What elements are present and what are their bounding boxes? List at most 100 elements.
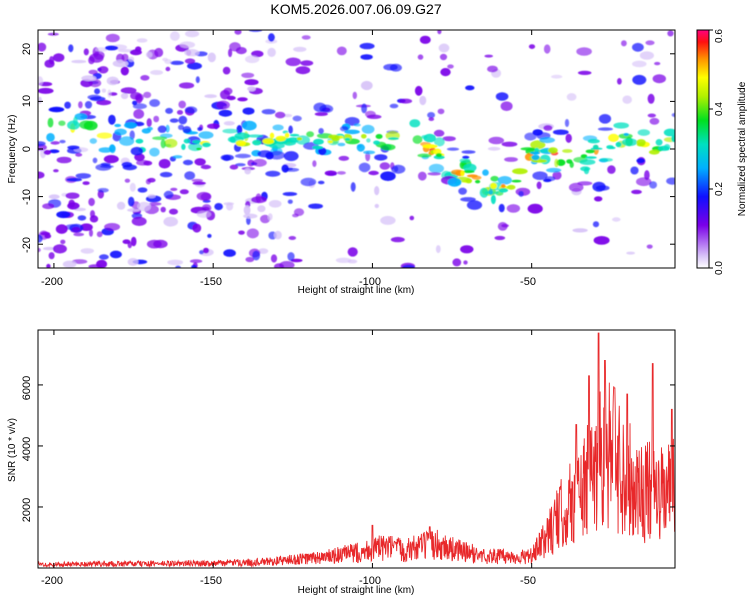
spectrogram-blob: [340, 126, 349, 132]
spectrogram-blob: [229, 164, 239, 170]
spectrogram-blob: [319, 104, 334, 114]
spectrogram-blob: [67, 145, 80, 150]
spectrogram-blob: [595, 185, 610, 191]
spectrogram-blob: [234, 30, 242, 35]
spectrogram-blob: [62, 260, 77, 268]
spectrogram-peak: [490, 182, 497, 190]
spectrogram-blob: [235, 163, 246, 167]
spectrogram-blob: [53, 53, 65, 62]
spectrogram-blob: [442, 136, 456, 142]
spectrogram-blob: [179, 189, 189, 195]
spectrogram-blob: [632, 42, 644, 52]
spectrogram-blob: [38, 42, 47, 52]
spectrogram-blob: [437, 108, 445, 115]
spectrogram-blob: [121, 53, 129, 62]
spectrogram-blob: [360, 54, 373, 60]
spectrogram-blob: [482, 169, 489, 176]
spectrogram-blob: [169, 208, 178, 215]
spectrogram-blob: [402, 264, 415, 268]
spectrogram-blob: [518, 190, 524, 197]
spectrogram-blob: [119, 136, 135, 146]
spectrogram-blob: [106, 76, 119, 86]
spectrogram-blob: [175, 265, 181, 268]
spectrogram-blob: [220, 89, 230, 100]
spectrogram-blob: [53, 169, 59, 173]
spectrogram-blob: [74, 113, 88, 121]
spectrogram-blob: [419, 95, 427, 106]
spectrogram-peak: [328, 134, 340, 140]
spectrogram-peak: [284, 132, 290, 138]
spectrogram-blob: [287, 199, 293, 204]
spectrogram-peak: [506, 184, 516, 190]
spectrogram-blob: [44, 233, 52, 239]
colorbar: 0.0 0.2 0.4 0.6 Normalized spectral ampl…: [696, 29, 748, 275]
snr-ytick-label: 4000: [21, 437, 33, 461]
spectrogram-blob: [484, 54, 494, 58]
spectrogram-blob: [222, 66, 231, 75]
spectrogram-blob: [120, 66, 129, 76]
spectrogram-blob: [160, 139, 166, 149]
spectrogram-blob: [267, 47, 276, 58]
spectrogram-blob: [131, 216, 147, 226]
spectrogram-blob: [366, 138, 371, 143]
spectrogram-xtick-label: -50: [520, 276, 536, 288]
spectrogram-blob: [67, 202, 80, 210]
spectrogram-blob: [257, 205, 266, 213]
spectrogram-blob: [423, 133, 436, 143]
spectrogram-blob: [56, 211, 71, 219]
spectrogram-blob: [598, 114, 612, 124]
spectrogram-blob: [147, 194, 156, 199]
spectrogram-blob: [179, 41, 196, 49]
spectrogram-blob: [196, 210, 212, 218]
spectrogram-blob: [146, 118, 152, 128]
spectrogram-blob: [194, 158, 206, 166]
spectrogram-blob: [38, 171, 45, 179]
spectrogram-blob: [48, 194, 60, 199]
spectrogram-blob: [238, 230, 245, 235]
spectrogram-blob: [374, 203, 379, 209]
spectrogram-blob: [391, 164, 406, 174]
spectrogram-blob: [647, 93, 655, 104]
spectrogram-blob: [622, 95, 632, 104]
spectrogram-blob: [130, 146, 144, 156]
spectrogram-blob: [554, 158, 559, 168]
spectrogram-blob: [169, 118, 179, 123]
spectrogram-peak: [287, 137, 300, 143]
spectrogram-blob: [234, 153, 251, 159]
spectrogram-blob: [434, 137, 445, 147]
spectrogram-blob: [245, 55, 260, 64]
spectrogram-peak: [269, 132, 275, 139]
spectrogram-blob: [440, 68, 451, 77]
spectrogram-blob: [539, 137, 555, 144]
spectrogram-blob: [314, 112, 328, 116]
spectrogram-blob: [43, 150, 51, 155]
spectrogram-blob: [527, 203, 543, 214]
spectrogram-blob: [191, 264, 197, 268]
spectrogram-blob: [247, 86, 256, 92]
spectrogram-blob: [593, 236, 610, 245]
spectrogram-blob: [170, 187, 178, 191]
spectrogram-peak: [202, 142, 211, 148]
spectrogram-ytick-label: 10: [21, 95, 33, 107]
spectrogram-blob: [363, 150, 376, 155]
spectrogram-blob: [463, 163, 477, 173]
spectrogram-blob: [178, 124, 184, 130]
spectrogram-blob: [433, 129, 445, 137]
spectrogram-blob: [374, 186, 380, 196]
spectrogram-blob: [414, 85, 423, 96]
spectrogram-blob: [543, 178, 552, 183]
spectrogram-blob: [617, 78, 622, 85]
spectrogram-blob: [89, 138, 98, 144]
spectrogram-blob: [576, 47, 592, 56]
spectrogram-peak: [466, 174, 478, 178]
spectrogram-blob: [500, 101, 513, 111]
spectrogram-blob: [38, 76, 44, 86]
spectrogram-blob: [235, 47, 247, 55]
spectrogram-blob: [324, 170, 337, 176]
snr-xlabel: Height of straight line (km): [298, 585, 415, 596]
spectrogram-blob: [192, 223, 202, 233]
spectrogram-blob: [165, 124, 170, 133]
spectrogram-ytick-label: -20: [21, 237, 33, 253]
spectrogram-blob: [184, 58, 196, 64]
spectrogram-peak: [262, 138, 275, 145]
